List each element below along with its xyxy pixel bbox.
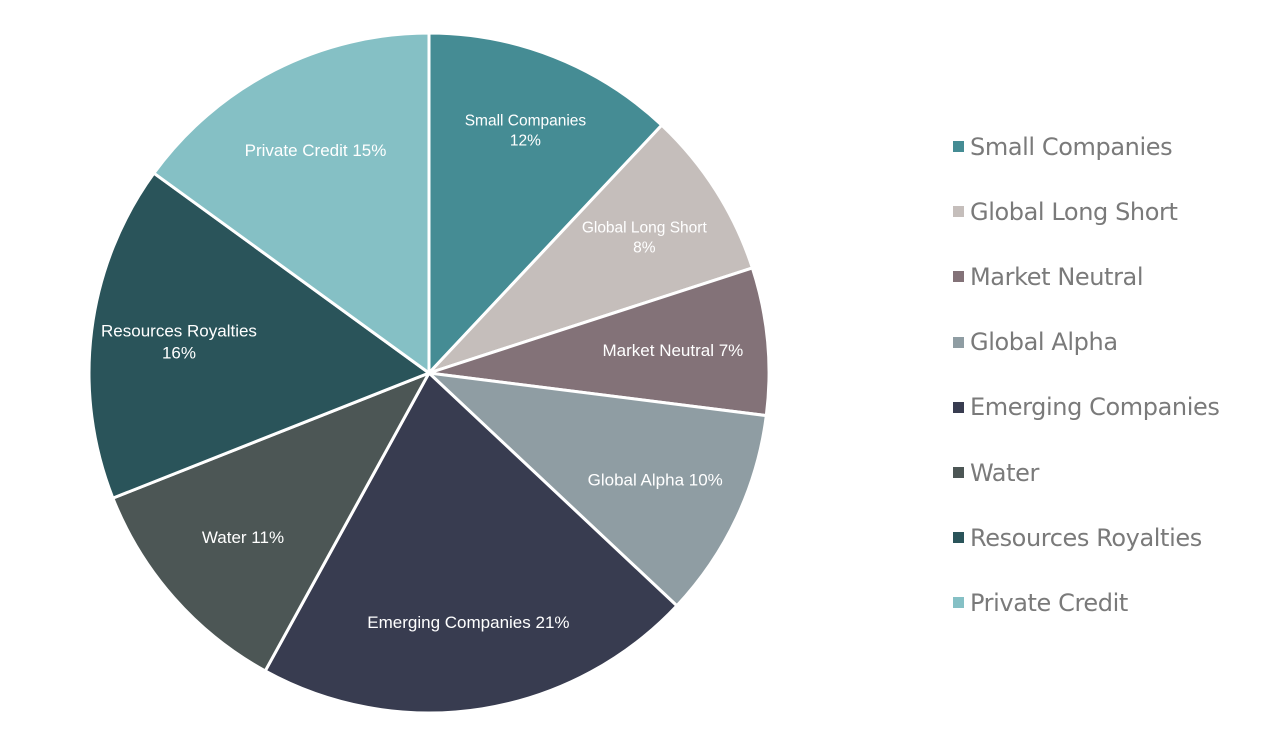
legend-swatch: [953, 467, 964, 479]
legend-swatch: [953, 271, 964, 283]
legend-swatch: [953, 336, 964, 348]
legend-label: Global Long Short: [970, 197, 1178, 226]
legend-item-water: Water: [953, 440, 1253, 505]
pie-slice-global-alpha: [427, 371, 768, 608]
legend-label: Resources Royalties: [970, 523, 1202, 552]
legend-swatch: [953, 597, 964, 609]
pie-slice-water: [111, 371, 431, 673]
slice-label-small-companies: Small Companies 12%: [465, 112, 587, 149]
pie-slice-private-credit: [152, 31, 431, 375]
slice-label-global-alpha: Global Alpha 10%: [588, 470, 723, 489]
slice-labels: Small Companies 12% Global Long Short 8% Mar…: [101, 112, 743, 631]
legend-item-market-neutral: Market Neutral: [953, 244, 1253, 309]
legend-item-emerging-companies: Emerging Companies: [953, 375, 1253, 440]
legend-item-private-credit: Private Credit: [953, 570, 1253, 635]
legend-swatch: [953, 141, 964, 153]
pie-slice-global-long-short: [427, 123, 754, 375]
legend-item-global-long-short: Global Long Short: [953, 179, 1253, 244]
legend-swatch: [953, 401, 964, 413]
legend-item-global-alpha: Global Alpha: [953, 310, 1253, 375]
chart-legend: Small Companies Global Long Short Market N…: [953, 114, 1253, 636]
legend-swatch: [953, 206, 964, 218]
slice-label-market-neutral: Market Neutral 7%: [603, 341, 744, 360]
legend-label: Small Companies: [970, 132, 1173, 161]
legend-item-resources-royalties: Resources Royalties: [953, 505, 1253, 570]
slice-label-global-long-short: Global Long Short 8%: [582, 219, 708, 256]
legend-label: Emerging Companies: [970, 393, 1220, 422]
slice-label-emerging-companies: Emerging Companies 21%: [367, 613, 569, 632]
pie-chart: Small Companies 12% Global Long Short 8% Mar…: [87, 31, 771, 715]
pie-slice-resources-royalties: [87, 171, 431, 500]
legend-label: Global Alpha: [970, 328, 1118, 357]
legend-label: Market Neutral: [970, 262, 1144, 291]
pie-slice-small-companies: [427, 31, 664, 375]
legend-item-small-companies: Small Companies: [953, 114, 1253, 179]
pie-slice-emerging-companies: [263, 371, 679, 715]
slice-label-water: Water 11%: [202, 528, 284, 547]
pie-slice-market-neutral: [427, 266, 771, 418]
legend-swatch: [953, 532, 964, 544]
pie-chart-svg: Small Companies 12% Global Long Short 8% Mar…: [87, 31, 771, 715]
legend-label: Water: [970, 458, 1039, 487]
slice-label-resources-royalties: Resources Royalties 16%: [101, 321, 257, 362]
legend-label: Private Credit: [970, 588, 1128, 617]
slice-label-private-credit: Private Credit 15%: [245, 141, 387, 160]
